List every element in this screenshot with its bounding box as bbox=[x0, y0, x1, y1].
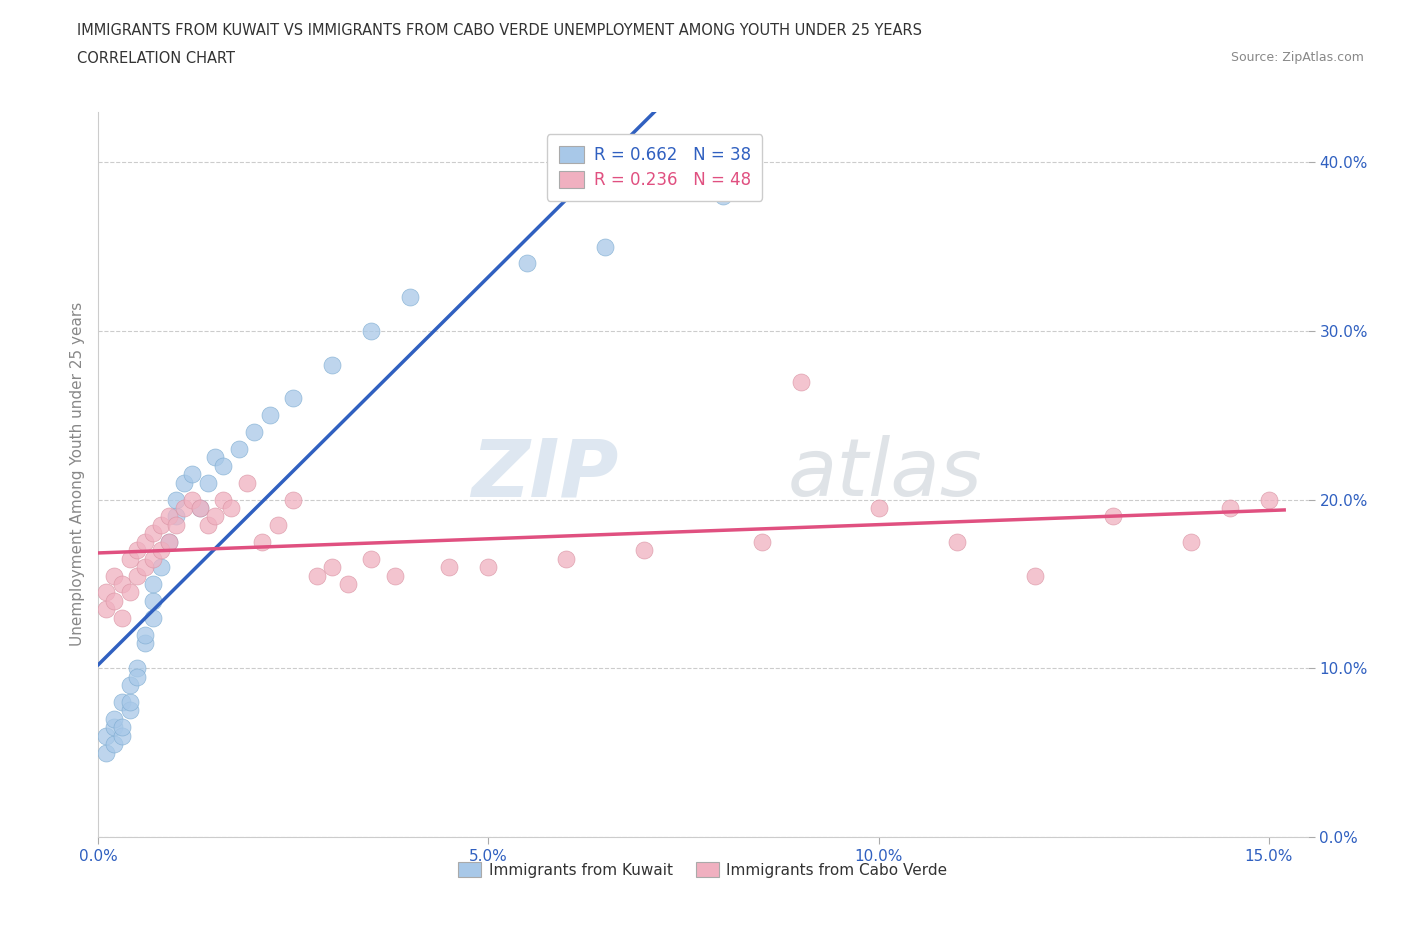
Point bbox=[204, 450, 226, 465]
Point bbox=[633, 543, 655, 558]
Text: ZIP: ZIP bbox=[471, 435, 619, 513]
Point bbox=[111, 695, 134, 710]
Point bbox=[321, 560, 343, 575]
Point bbox=[111, 610, 134, 625]
Point bbox=[259, 408, 281, 423]
Point bbox=[118, 678, 141, 693]
Point bbox=[157, 535, 180, 550]
Point bbox=[142, 610, 165, 625]
Point bbox=[181, 467, 204, 482]
Point bbox=[157, 509, 180, 524]
Point bbox=[118, 703, 141, 718]
Point bbox=[321, 357, 343, 372]
Point bbox=[477, 560, 499, 575]
Point bbox=[134, 535, 156, 550]
Point bbox=[134, 635, 156, 650]
Point bbox=[439, 560, 461, 575]
Point bbox=[96, 728, 118, 743]
Point bbox=[337, 577, 360, 591]
Point bbox=[127, 661, 149, 676]
Point bbox=[127, 543, 149, 558]
Point bbox=[134, 627, 156, 642]
Point bbox=[212, 492, 235, 507]
Point bbox=[399, 290, 422, 305]
Point bbox=[165, 517, 187, 532]
Point bbox=[149, 517, 172, 532]
Point bbox=[243, 425, 266, 440]
Text: atlas: atlas bbox=[787, 435, 983, 513]
Point bbox=[96, 585, 118, 600]
Point bbox=[188, 500, 211, 515]
Point bbox=[188, 500, 211, 515]
Point bbox=[384, 568, 406, 583]
Point bbox=[219, 500, 242, 515]
Point bbox=[103, 737, 125, 751]
Point bbox=[149, 543, 172, 558]
Point bbox=[945, 535, 967, 550]
Point bbox=[267, 517, 290, 532]
Point bbox=[360, 551, 382, 566]
Point bbox=[103, 720, 125, 735]
Point bbox=[103, 593, 125, 608]
Point bbox=[142, 525, 165, 540]
Point bbox=[1257, 492, 1279, 507]
Point bbox=[142, 551, 165, 566]
Point bbox=[142, 593, 165, 608]
Point bbox=[142, 577, 165, 591]
Point bbox=[516, 256, 538, 271]
Point bbox=[228, 442, 250, 457]
Point bbox=[173, 475, 195, 490]
Point bbox=[360, 324, 382, 339]
Point bbox=[789, 374, 811, 389]
Text: Source: ZipAtlas.com: Source: ZipAtlas.com bbox=[1230, 51, 1364, 64]
Point bbox=[111, 728, 134, 743]
Point bbox=[555, 551, 578, 566]
Point bbox=[173, 500, 195, 515]
Point bbox=[134, 560, 156, 575]
Point bbox=[118, 585, 141, 600]
Point bbox=[1180, 535, 1202, 550]
Point bbox=[103, 711, 125, 726]
Point bbox=[212, 458, 235, 473]
Point bbox=[118, 695, 141, 710]
Point bbox=[868, 500, 890, 515]
Point bbox=[252, 535, 274, 550]
Point bbox=[197, 517, 219, 532]
Point bbox=[149, 560, 172, 575]
Point bbox=[165, 509, 187, 524]
Point bbox=[235, 475, 257, 490]
Point bbox=[96, 745, 118, 760]
Point bbox=[1024, 568, 1046, 583]
Point bbox=[751, 535, 773, 550]
Point bbox=[103, 568, 125, 583]
Point bbox=[118, 551, 141, 566]
Point bbox=[96, 602, 118, 617]
Point bbox=[305, 568, 328, 583]
Text: CORRELATION CHART: CORRELATION CHART bbox=[77, 51, 235, 66]
Point bbox=[127, 568, 149, 583]
Point bbox=[181, 492, 204, 507]
Point bbox=[165, 492, 187, 507]
Point bbox=[157, 535, 180, 550]
Point bbox=[204, 509, 226, 524]
Legend: Immigrants from Kuwait, Immigrants from Cabo Verde: Immigrants from Kuwait, Immigrants from … bbox=[453, 856, 953, 884]
Point bbox=[111, 720, 134, 735]
Point bbox=[711, 189, 734, 204]
Point bbox=[283, 391, 305, 405]
Text: IMMIGRANTS FROM KUWAIT VS IMMIGRANTS FROM CABO VERDE UNEMPLOYMENT AMONG YOUTH UN: IMMIGRANTS FROM KUWAIT VS IMMIGRANTS FRO… bbox=[77, 23, 922, 38]
Point bbox=[595, 239, 617, 254]
Point bbox=[283, 492, 305, 507]
Point bbox=[127, 670, 149, 684]
Point bbox=[1101, 509, 1123, 524]
Point bbox=[111, 577, 134, 591]
Y-axis label: Unemployment Among Youth under 25 years: Unemployment Among Youth under 25 years bbox=[69, 302, 84, 646]
Point bbox=[197, 475, 219, 490]
Point bbox=[1219, 500, 1241, 515]
